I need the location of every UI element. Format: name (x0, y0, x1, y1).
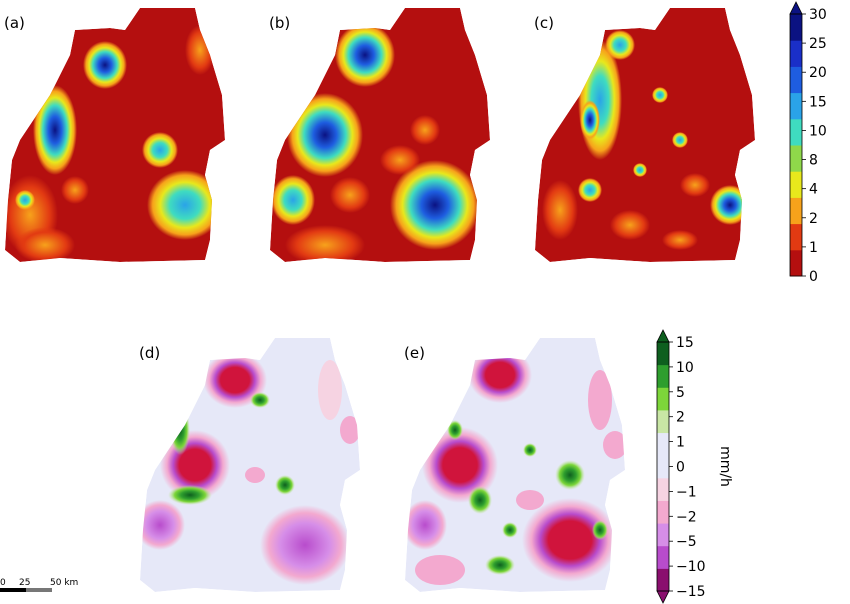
colorbar-segment (657, 545, 669, 569)
map-panel-c: (c) (534, 8, 755, 262)
colorbar-segment (657, 364, 669, 388)
colorbar-segment (790, 223, 802, 251)
colorbar-tick-label: 25 (809, 36, 827, 52)
colorbar-tick-label: 0 (809, 269, 818, 285)
colorbar-extend-max (789, 1, 803, 15)
colorbar-tick-label: 1 (809, 240, 818, 256)
panel-label-b: (b) (269, 14, 290, 32)
colorbar-rain: 012481015202530mm/h (789, 1, 827, 285)
colorbar-segment (657, 477, 669, 501)
colorbar-segment (790, 249, 802, 277)
colorbar-segment (657, 432, 669, 456)
scale-label-50: 50 km (50, 578, 78, 588)
panel-label-a: (a) (4, 14, 25, 32)
colorbar-tick-label: 2 (676, 410, 685, 426)
colorbar-tick-label: 0 (676, 460, 685, 476)
panel-label-e: (e) (404, 344, 425, 362)
colorbar-segment (657, 568, 669, 592)
colorbar-tick-label: −2 (676, 509, 697, 525)
colorbar-segment (657, 409, 669, 434)
colorbar-segment (657, 523, 669, 547)
colorbar-tick-label: 10 (676, 360, 694, 376)
colorbar-tick-label: 30 (809, 7, 827, 23)
colorbar-unit-label: mm/h (717, 446, 733, 487)
colorbar-segment (790, 118, 802, 146)
panel-label-d: (d) (139, 344, 160, 362)
colorbar-segment (790, 40, 802, 67)
colorbar-tick-label: 4 (809, 182, 818, 198)
colorbar-tick-label: 1 (676, 435, 685, 451)
scale-label-0: 0 (0, 578, 6, 588)
colorbar-segment (790, 14, 802, 41)
colorbar-tick-label: 20 (809, 65, 827, 81)
colorbar-segment (790, 171, 802, 198)
colorbar-segment (657, 342, 669, 366)
map-panel-a: (a) (4, 8, 225, 262)
scale-bar: 0 25 50 km (0, 578, 78, 592)
map-panel-e: (e) (404, 338, 625, 592)
colorbar-tick-label: −5 (676, 534, 697, 550)
panel-label-c: (c) (534, 14, 554, 32)
colorbar-tick-label: 5 (676, 385, 685, 401)
colorbar-frame (789, 13, 803, 277)
colorbar-tick-label: −15 (676, 584, 706, 600)
colorbar-segment (657, 455, 669, 479)
colorbar-segment (790, 66, 802, 94)
colorbar-segment (790, 145, 802, 172)
colorbar-tick-label: 15 (809, 94, 827, 110)
colorbar-tick-label: 15 (676, 335, 694, 351)
scale-label-25: 25 (19, 578, 30, 588)
map-panel-d: (d) (139, 338, 360, 592)
colorbar-tick-label: 2 (809, 211, 818, 227)
colorbar-segment (790, 197, 802, 225)
colorbar-tick-label: −10 (676, 559, 706, 575)
colorbar-segment (657, 387, 669, 411)
colorbar-segment (790, 92, 802, 120)
map-panel-b: (b) (269, 8, 490, 262)
colorbar-tick-label: −1 (676, 484, 697, 500)
colorbar-segment (657, 500, 669, 524)
colorbar-extend-min (656, 590, 670, 604)
colorbar-extend-max (656, 329, 670, 343)
colorbar-tick-label: 8 (809, 153, 818, 169)
colorbar-tick-label: 10 (809, 123, 827, 139)
